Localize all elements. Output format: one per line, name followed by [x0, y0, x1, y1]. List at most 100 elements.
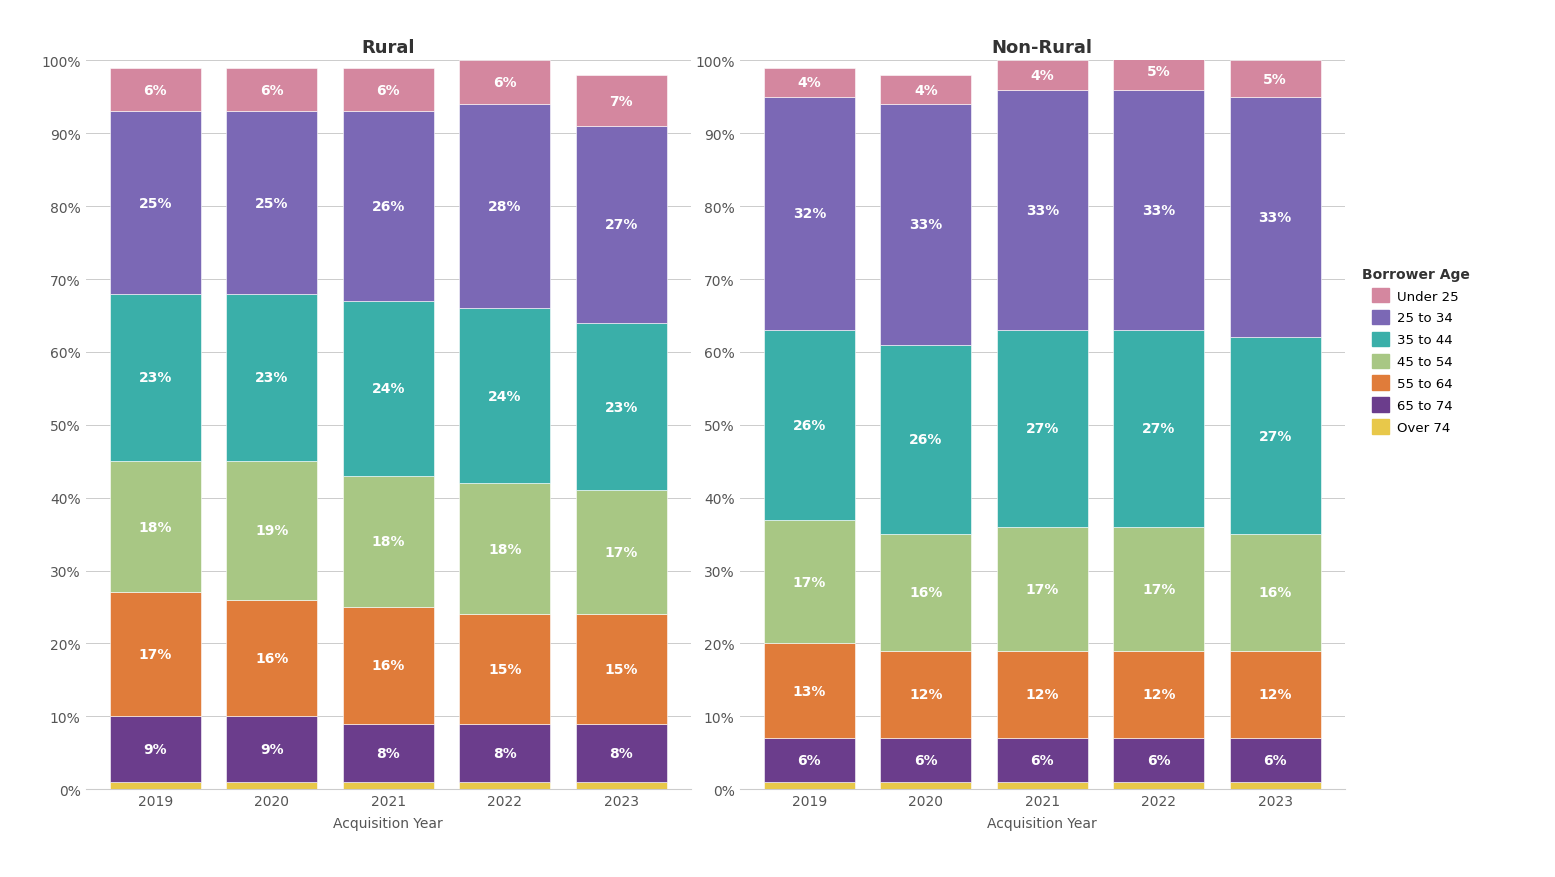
Bar	[575, 324, 667, 491]
Text: 6%: 6%	[1031, 753, 1054, 767]
Bar	[459, 309, 550, 483]
Bar	[344, 607, 434, 724]
Text: 18%: 18%	[488, 542, 521, 556]
Bar	[110, 782, 201, 789]
Text: 6%: 6%	[914, 753, 938, 767]
Text: 6%: 6%	[493, 76, 516, 90]
Bar	[575, 76, 667, 127]
Text: 6%: 6%	[260, 83, 283, 97]
Bar	[459, 615, 550, 724]
Legend: Under 25, 25 to 34, 35 to 44, 45 to 54, 55 to 64, 65 to 74, Over 74: Under 25, 25 to 34, 35 to 44, 45 to 54, …	[1356, 262, 1474, 439]
Bar	[575, 724, 667, 782]
Text: 19%: 19%	[255, 524, 289, 538]
Bar	[459, 782, 550, 789]
Text: 33%: 33%	[1026, 203, 1059, 217]
Title: Rural: Rural	[362, 39, 415, 57]
Text: 17%: 17%	[1141, 582, 1176, 596]
Bar	[1113, 331, 1204, 527]
Text: 7%: 7%	[610, 95, 633, 109]
Text: 27%: 27%	[1026, 422, 1059, 436]
Bar	[344, 476, 434, 607]
Text: 15%: 15%	[605, 662, 638, 676]
Text: 6%: 6%	[798, 753, 821, 767]
Bar	[1113, 738, 1204, 782]
Bar	[1230, 338, 1320, 534]
Bar	[880, 738, 972, 782]
Bar	[1230, 651, 1320, 738]
Text: 6%: 6%	[1263, 753, 1288, 767]
Bar	[110, 68, 201, 112]
Text: 12%: 12%	[1141, 688, 1176, 702]
Text: 17%: 17%	[138, 647, 173, 661]
Bar	[344, 724, 434, 782]
Bar	[1113, 54, 1204, 90]
Text: 24%: 24%	[372, 382, 404, 396]
Bar	[459, 61, 550, 105]
Text: 17%: 17%	[793, 574, 826, 588]
Bar	[880, 105, 972, 346]
Bar	[1113, 90, 1204, 331]
Text: 6%: 6%	[143, 83, 168, 97]
Title: Non-Rural: Non-Rural	[992, 39, 1093, 57]
Bar	[880, 535, 972, 651]
Text: 23%: 23%	[605, 400, 638, 414]
Text: 32%: 32%	[793, 207, 826, 221]
Text: 25%: 25%	[138, 196, 173, 210]
Text: 26%: 26%	[793, 418, 826, 432]
Text: 25%: 25%	[255, 196, 289, 210]
Text: 5%: 5%	[1148, 65, 1171, 79]
Text: 16%: 16%	[255, 652, 289, 666]
Text: 28%: 28%	[488, 200, 521, 214]
Bar	[227, 295, 317, 461]
Bar	[344, 782, 434, 789]
Text: 4%: 4%	[1031, 69, 1054, 83]
Bar	[997, 782, 1087, 789]
Text: 12%: 12%	[1258, 688, 1292, 702]
Text: 8%: 8%	[493, 746, 516, 759]
Bar	[227, 782, 317, 789]
Text: 33%: 33%	[910, 218, 942, 232]
Bar	[110, 717, 201, 782]
Bar	[880, 76, 972, 105]
Bar	[764, 782, 855, 789]
X-axis label: Acquisition Year: Acquisition Year	[987, 816, 1098, 831]
Bar	[1113, 651, 1204, 738]
Text: 27%: 27%	[605, 218, 638, 232]
Bar	[997, 738, 1087, 782]
Text: 12%: 12%	[1026, 688, 1059, 702]
Bar	[880, 346, 972, 534]
Bar	[997, 61, 1087, 90]
Text: 33%: 33%	[1141, 203, 1176, 217]
Bar	[997, 651, 1087, 738]
Text: 15%: 15%	[488, 662, 521, 676]
Text: 16%: 16%	[910, 586, 942, 600]
Bar	[575, 615, 667, 724]
Text: 27%: 27%	[1258, 429, 1292, 443]
Text: 6%: 6%	[1148, 753, 1171, 767]
Text: 23%: 23%	[255, 371, 289, 385]
Bar	[764, 97, 855, 331]
Bar	[459, 724, 550, 782]
Bar	[764, 644, 855, 738]
Text: 18%: 18%	[372, 535, 404, 549]
Bar	[110, 461, 201, 593]
Bar	[880, 782, 972, 789]
Text: 4%: 4%	[914, 83, 938, 97]
Bar	[575, 782, 667, 789]
Bar	[764, 738, 855, 782]
Bar	[764, 331, 855, 520]
Text: 16%: 16%	[1258, 586, 1292, 600]
Bar	[227, 600, 317, 717]
Bar	[227, 68, 317, 112]
Text: 12%: 12%	[910, 688, 942, 702]
Bar	[880, 651, 972, 738]
Bar	[997, 331, 1087, 527]
Bar	[344, 68, 434, 112]
Bar	[459, 483, 550, 615]
Text: 8%: 8%	[610, 746, 633, 759]
Bar	[997, 90, 1087, 331]
Text: 16%: 16%	[372, 659, 404, 673]
Bar	[575, 127, 667, 324]
Text: 27%: 27%	[1141, 422, 1176, 436]
Bar	[575, 491, 667, 615]
